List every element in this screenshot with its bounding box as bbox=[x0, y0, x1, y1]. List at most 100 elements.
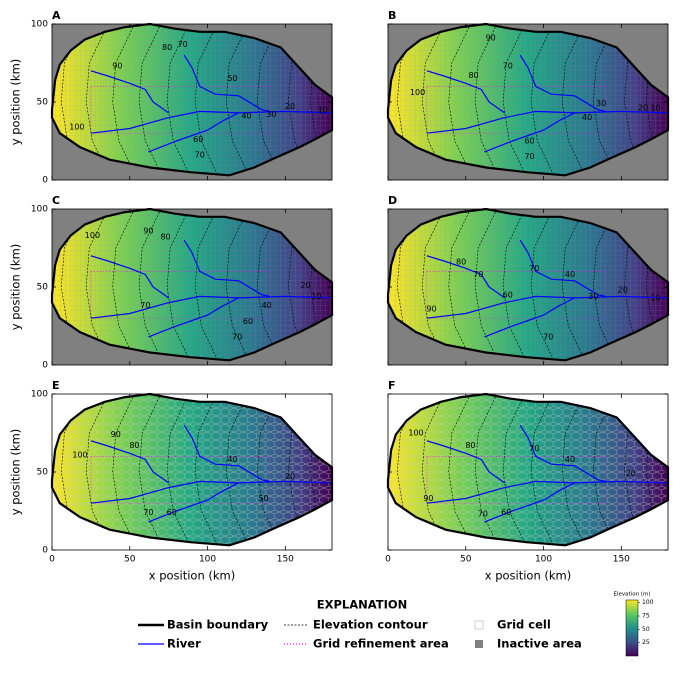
panel: 100 90 80 40 20 50 70 60 E 0 50 100 150 0 50 100 x posit… bbox=[9, 379, 334, 583]
contour-label: 30 bbox=[266, 110, 276, 119]
contour-label: 10 bbox=[311, 292, 321, 301]
river bbox=[90, 70, 170, 114]
x-tick-label: 50 bbox=[124, 555, 136, 565]
y-tick-label: 50 bbox=[37, 283, 49, 293]
elevation-contour bbox=[112, 209, 138, 361]
y-tick-label: 100 bbox=[31, 20, 48, 30]
contour-label: 70 bbox=[143, 508, 153, 517]
panel-label: B bbox=[388, 9, 396, 22]
river bbox=[90, 480, 333, 504]
x-tick-label: 50 bbox=[460, 555, 472, 565]
legend-swatch bbox=[474, 620, 484, 630]
contour-label: 40 bbox=[262, 301, 272, 310]
colorbar-title: Elevation (m) bbox=[614, 592, 651, 598]
panel-label: D bbox=[388, 194, 397, 207]
elevation-contour bbox=[112, 24, 138, 176]
y-tick-label: 0 bbox=[42, 176, 48, 186]
panel-label: C bbox=[52, 194, 60, 207]
elevation-contour bbox=[138, 394, 165, 546]
elevation-contour bbox=[166, 394, 193, 546]
grid-cells bbox=[52, 24, 332, 176]
contour-label: 20 bbox=[285, 472, 295, 481]
river bbox=[183, 424, 270, 482]
y-tick-label: 100 bbox=[31, 390, 48, 400]
grid-refinement-area bbox=[426, 456, 607, 504]
x-axis-label: x position (km) bbox=[149, 569, 236, 583]
panel: 80 70 70 40 30 20 10 90 60 70 D bbox=[386, 194, 670, 366]
elevation-contour bbox=[502, 24, 529, 176]
y-axis-label: y position (km) bbox=[9, 59, 23, 146]
contour-label: 50 bbox=[227, 74, 237, 83]
contour-label: 100 bbox=[72, 450, 87, 459]
elevation-contour bbox=[502, 394, 529, 546]
contour-label: 40 bbox=[227, 455, 237, 464]
contour-label: 50 bbox=[258, 494, 268, 503]
panel-label: E bbox=[52, 379, 60, 392]
grid-cells bbox=[388, 24, 668, 176]
elevation-contour bbox=[592, 24, 619, 176]
contour-label: 60 bbox=[501, 508, 511, 517]
contour-label: 90 bbox=[143, 226, 153, 235]
panel-label: A bbox=[52, 9, 61, 22]
grid-cells bbox=[52, 394, 332, 546]
contour-label: 20 bbox=[285, 102, 295, 111]
river bbox=[426, 480, 669, 504]
contour-label: 90 bbox=[112, 62, 122, 71]
colorbar-tick-label: 50 bbox=[642, 626, 650, 633]
elevation-contour bbox=[421, 394, 448, 546]
contour-label: 60 bbox=[524, 137, 534, 146]
y-tick-label: 50 bbox=[37, 98, 49, 108]
grid-cells bbox=[52, 209, 332, 361]
basin-boundary bbox=[386, 207, 670, 362]
legend-swatch bbox=[475, 640, 483, 648]
contour-label: 80 bbox=[465, 441, 475, 450]
river bbox=[426, 110, 669, 134]
elevation-contour bbox=[474, 209, 501, 361]
river bbox=[426, 70, 506, 114]
river bbox=[90, 440, 170, 484]
contour-label: 70 bbox=[524, 152, 534, 161]
panel: 90 80 70 50 100 60 70 40 30 20 10 A 0 50 100 y position… bbox=[9, 9, 334, 186]
elevation-contour bbox=[530, 209, 557, 361]
elevation-contour bbox=[421, 24, 448, 176]
contour-label: 70 bbox=[473, 270, 483, 279]
contour-label: 20 bbox=[626, 469, 636, 478]
contour-label: 70 bbox=[232, 332, 242, 341]
river bbox=[148, 297, 239, 338]
elevation-contour bbox=[421, 209, 448, 361]
contour-label: 100 bbox=[410, 88, 425, 97]
x-tick-label: 150 bbox=[277, 555, 294, 565]
elevation-contour bbox=[194, 394, 221, 546]
elevation-contour bbox=[85, 24, 112, 176]
river bbox=[148, 112, 239, 153]
contour-label: 70 bbox=[140, 301, 150, 310]
elevation-contour bbox=[561, 209, 588, 361]
y-axis-label: y position (km) bbox=[9, 244, 23, 331]
river bbox=[426, 440, 506, 484]
contour-label: 30 bbox=[596, 99, 606, 108]
contour-label: 10 bbox=[650, 104, 660, 113]
elevation-contour bbox=[85, 394, 112, 546]
y-axis-label: y position (km) bbox=[9, 429, 23, 516]
x-tick-label: 100 bbox=[535, 555, 552, 565]
river bbox=[426, 255, 506, 299]
contour-label: 40 bbox=[565, 455, 575, 464]
contour-label: 90 bbox=[423, 494, 433, 503]
elevation-contour bbox=[502, 209, 529, 361]
grid-refinement-area bbox=[90, 86, 271, 134]
contour-label: 90 bbox=[486, 34, 496, 43]
elevation-contour bbox=[166, 209, 193, 361]
contour-label: 20 bbox=[618, 286, 628, 295]
elevation-contour bbox=[166, 24, 193, 176]
x-tick-label: 0 bbox=[49, 555, 55, 565]
panel: 100 80 70 40 20 90 70 60 F 0 50 100 150 x position (k… bbox=[385, 379, 670, 583]
contour-label: 60 bbox=[503, 290, 513, 299]
river bbox=[519, 424, 606, 482]
elevation-contour bbox=[474, 394, 501, 546]
contour-label: 70 bbox=[178, 40, 188, 49]
legend-title: EXPLANATION bbox=[317, 598, 408, 612]
river bbox=[90, 295, 333, 319]
contour-label: 80 bbox=[456, 258, 466, 267]
river bbox=[519, 239, 606, 297]
